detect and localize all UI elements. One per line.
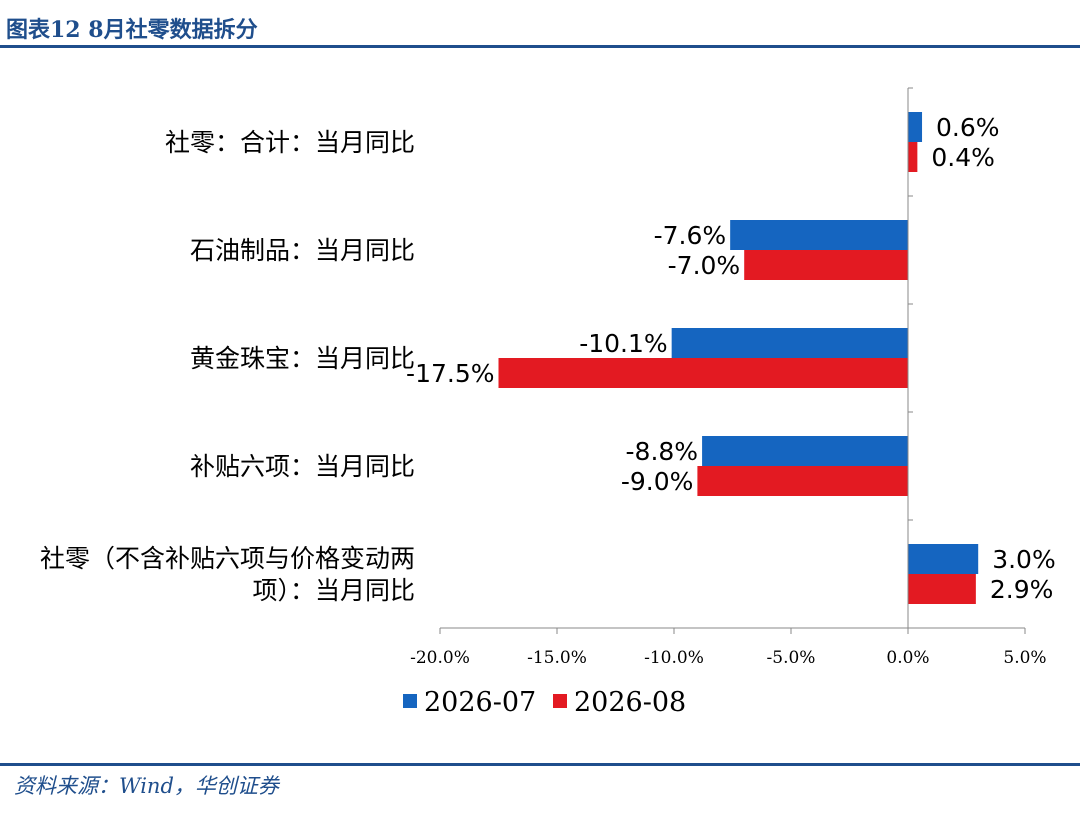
category-label: 项）：当月同比: [252, 576, 415, 605]
bar-2026-08-1: [744, 250, 908, 280]
data-label: -9.0%: [621, 467, 694, 496]
category-label: 社零（不含补贴六项与价格变动两: [40, 544, 415, 573]
bar-2026-08-0: [908, 142, 918, 172]
bar-2026-08-2: [498, 358, 908, 388]
x-tick-label: 5.0%: [1003, 648, 1046, 668]
data-label: 2.9%: [990, 575, 1054, 604]
legend-swatch-2026-07: [403, 694, 417, 708]
data-label: -7.0%: [668, 251, 741, 280]
data-label: 0.4%: [931, 143, 995, 172]
legend-label-2026-08: 2026-08: [574, 687, 686, 718]
category-label: 社零：合计：当月同比: [165, 128, 415, 157]
bar-2026-07-0: [908, 112, 923, 142]
x-tick-label: 0.0%: [886, 648, 929, 668]
x-tick-label: -15.0%: [527, 648, 587, 668]
bars-layer: [498, 112, 979, 604]
category-label: 黄金珠宝：当月同比: [190, 344, 415, 373]
bottom-rule: [0, 763, 1080, 766]
bar-2026-08-3: [697, 466, 908, 496]
data-label: -8.8%: [626, 437, 699, 466]
x-tick-label: -20.0%: [410, 648, 470, 668]
data-label: -17.5%: [406, 359, 494, 388]
bar-2026-07-1: [730, 220, 908, 250]
figure-title: 图表12 8月社零数据拆分: [6, 17, 258, 43]
x-tick-label: -10.0%: [644, 648, 704, 668]
legend-swatch-2026-08: [553, 694, 567, 708]
source-note: 资料来源：Wind，华创证券: [14, 774, 279, 798]
bar-2026-08-4: [908, 574, 976, 604]
x-tick-label: -5.0%: [767, 648, 816, 668]
data-label: -10.1%: [579, 329, 667, 358]
top-rule: [0, 45, 1080, 48]
data-label: 0.6%: [936, 113, 1000, 142]
bar-chart: -20.0% -15.0% -10.0% -5.0% 0.0% 5.0% 0.6%0.4%…: [40, 87, 1056, 718]
category-label: 石油制品：当月同比: [190, 236, 415, 265]
legend-label-2026-07: 2026-07: [424, 687, 536, 718]
category-label: 补贴六项：当月同比: [190, 452, 415, 481]
labels-layer: 0.6%0.4% 社零：合计：当月同比 -7.6%-7.0% 石油制品：当月同比 -10…: [40, 113, 1056, 605]
bar-2026-07-3: [702, 436, 908, 466]
bar-2026-07-4: [908, 544, 979, 574]
bar-2026-07-2: [671, 328, 908, 358]
legend: 2026-07 2026-08: [403, 687, 686, 718]
data-label: -7.6%: [654, 221, 727, 250]
axes-layer: -20.0% -15.0% -10.0% -5.0% 0.0% 5.0%: [410, 87, 1047, 668]
data-label: 3.0%: [992, 545, 1056, 574]
